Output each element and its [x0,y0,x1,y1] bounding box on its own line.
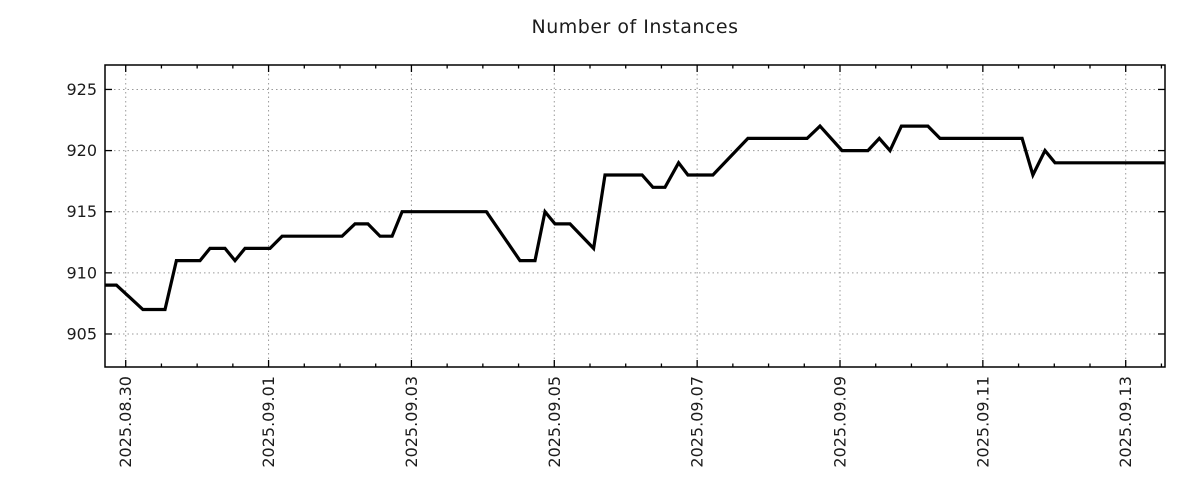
x-tick-label: 2025.08.30 [116,376,135,468]
y-tick-label: 905 [66,324,97,343]
x-tick-label: 2025.09.03 [402,376,421,468]
x-tick-label: 2025.09.01 [259,376,278,468]
x-tick-label: 2025.09.07 [688,376,707,468]
x-tick-label: 2025.09.09 [831,376,850,468]
x-tick-label: 2025.09.11 [973,376,992,468]
y-tick-label: 910 [66,263,97,282]
x-tick-label: 2025.09.05 [545,376,564,468]
y-tick-label: 920 [66,141,97,160]
plot-border [104,64,1166,368]
data-line [105,123,1165,312]
y-tick-label: 915 [66,202,97,221]
y-tick-label: 925 [66,80,97,99]
chart-title: Number of Instances [531,16,739,38]
x-tick-label: 2025.09.13 [1116,376,1135,468]
